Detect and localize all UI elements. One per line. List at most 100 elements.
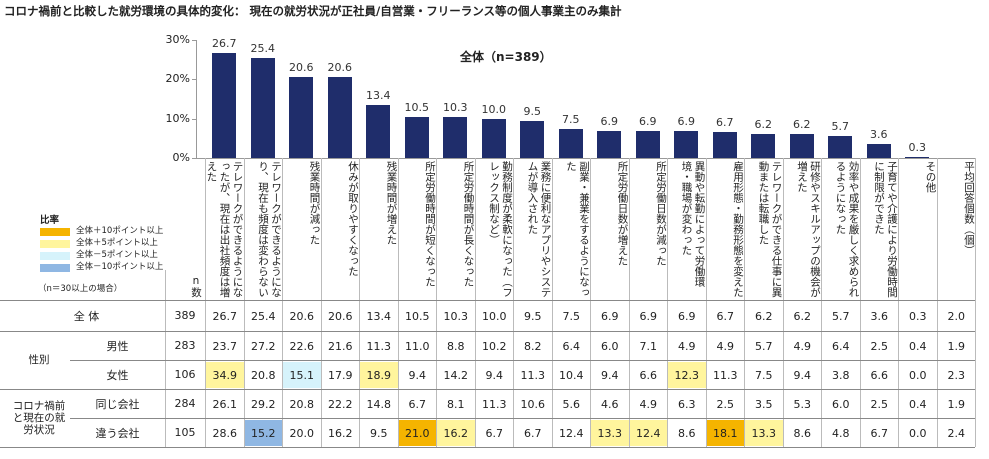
table-cell: 34.9 <box>206 362 244 388</box>
legend-swatch <box>40 264 70 272</box>
value-label: 9.5 <box>523 104 542 118</box>
table-cell: 6.4 <box>562 339 581 353</box>
table-cell: 8.1 <box>447 397 465 411</box>
column-line <box>859 158 861 447</box>
table-cell: 9.5 <box>524 309 542 323</box>
table-cell: 6.7 <box>485 426 504 440</box>
bar <box>789 133 814 158</box>
table-cell: 6.7 <box>870 426 889 440</box>
bar <box>366 105 391 158</box>
value-label: 6.7 <box>716 115 734 129</box>
group-label: 性別 <box>28 354 50 366</box>
column-header: 所定労働日数が増えた <box>616 161 629 266</box>
table-cell: 27.2 <box>251 339 276 353</box>
table-cell: 6.0 <box>601 339 619 353</box>
column-line <box>744 158 745 447</box>
y-tick-label: 10% <box>165 111 190 125</box>
row-label: 女性 <box>106 368 129 382</box>
legend-swatch <box>40 228 70 236</box>
value-label: 20.6 <box>327 60 353 74</box>
column-header: その他 <box>924 161 937 193</box>
table-cell: 11.3 <box>520 368 546 382</box>
table-cell: 16.2 <box>437 420 475 446</box>
table-cell: 4.9 <box>639 397 658 411</box>
table-cell: 23.7 <box>212 339 238 353</box>
value-label: 0.3 <box>908 140 927 154</box>
table-cell: 3.5 <box>755 397 773 411</box>
table-cell: 6.9 <box>601 309 619 323</box>
table-cell: 9.4 <box>408 368 427 382</box>
table-cell: 5.3 <box>793 397 812 411</box>
table-cell: 14.2 <box>443 368 469 382</box>
table-cell: 0.0 <box>909 368 927 382</box>
column-header: テレワークができるようになったが、現在は出社頻度は増えた <box>205 161 244 298</box>
table-cell: 6.7 <box>524 426 542 440</box>
table-cell: 15.2 <box>244 420 282 446</box>
table-cell: 6.6 <box>870 368 889 382</box>
table-cell: 2.3 <box>947 368 966 382</box>
value-label: 6.9 <box>677 114 696 128</box>
table-cell: 10.6 <box>520 397 546 411</box>
column-line <box>359 158 360 447</box>
column-header: 異動や転勤によって労働環境・職場が変わった <box>680 161 706 287</box>
table-cell: 22.2 <box>328 397 353 411</box>
table-cell: 26.7 <box>212 309 238 323</box>
table-cell: 17.9 <box>328 368 353 382</box>
table-cell: 6.7 <box>408 397 427 411</box>
y-tick-label: 20% <box>165 72 190 86</box>
row-label: 全 体 <box>73 309 100 323</box>
value-label: 6.9 <box>639 114 657 128</box>
bar <box>597 130 622 158</box>
value-label: 3.6 <box>870 127 888 141</box>
bar <box>828 135 853 158</box>
n-cell: 105 <box>174 426 196 439</box>
table-cell: 13.3 <box>591 420 629 446</box>
table-cell: 10.3 <box>443 309 469 323</box>
bar <box>712 131 737 158</box>
column-header: 残業時間が減った <box>308 161 321 245</box>
column-line <box>898 158 899 447</box>
column-line <box>474 158 476 447</box>
y-tick <box>192 40 196 41</box>
legend-swatch <box>40 240 70 248</box>
table-cell: 6.9 <box>639 309 658 323</box>
column-line <box>975 158 976 447</box>
n-cell: 106 <box>174 368 196 381</box>
value-label: 10.0 <box>481 102 507 116</box>
value-label: 7.5 <box>562 112 580 126</box>
y-tick <box>192 118 196 120</box>
table-cell: 0.3 <box>909 309 927 323</box>
table-cell: 2.4 <box>947 426 966 440</box>
table-cell: 16.2 <box>328 426 353 440</box>
n-header: n数 <box>190 275 202 298</box>
column-line <box>205 158 206 447</box>
table-cell: 20.0 <box>289 426 315 440</box>
column-header: 研修やスキルアップの機会が増えた <box>796 161 821 298</box>
table-cell: 9.4 <box>485 368 504 382</box>
value-label: 20.6 <box>289 60 314 74</box>
row-line <box>70 360 975 361</box>
column-line <box>782 158 784 447</box>
column-header: 所定労働時間が短くなった <box>424 161 436 287</box>
bar <box>289 76 314 158</box>
table-cell: 4.9 <box>716 339 735 353</box>
table-cell: 11.0 <box>405 339 430 353</box>
table-cell: 2.5 <box>870 339 889 353</box>
column-header: 平均回答個数（個） <box>963 161 975 256</box>
table-cell: 12.4 <box>559 426 584 440</box>
table-cell: 4.8 <box>832 426 850 440</box>
table-cell: 14.8 <box>366 397 392 411</box>
legend-label: 全体＋10ポイント以上 <box>76 226 164 236</box>
table-cell: 6.3 <box>678 397 696 411</box>
table-cell: 1.9 <box>947 339 966 353</box>
table-cell: 28.6 <box>212 426 238 440</box>
table-cell: 8.6 <box>793 426 812 440</box>
table-cell: 8.2 <box>524 339 542 353</box>
table-cell: 2.0 <box>947 309 966 323</box>
table-cell: 9.5 <box>370 426 388 440</box>
table-cell: 20.6 <box>328 309 353 323</box>
column-header: 所定労働時間が長くなった <box>462 161 475 287</box>
table-cell: 6.0 <box>832 397 850 411</box>
row-label: 違う会社 <box>95 426 140 440</box>
